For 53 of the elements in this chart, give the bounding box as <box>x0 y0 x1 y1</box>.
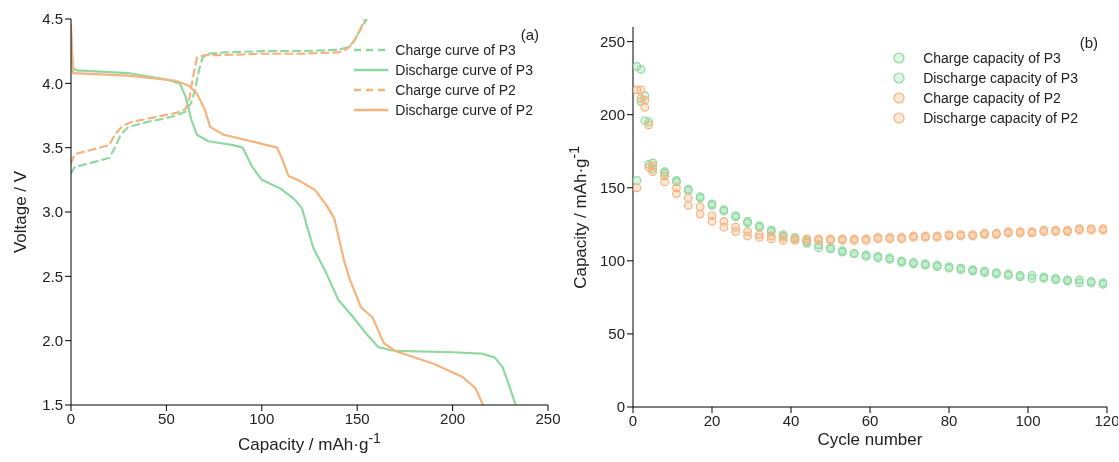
point <box>633 176 642 185</box>
y-tick-label: 4.5 <box>42 10 63 28</box>
x-tick-label: 20 <box>703 411 721 429</box>
y-tick-label: 0 <box>616 398 625 416</box>
point <box>695 209 705 219</box>
legend-label: Charge capacity of P2 <box>923 90 1061 106</box>
point <box>707 216 717 226</box>
y-tick-label: 200 <box>599 106 625 124</box>
x-tick-label: 40 <box>782 411 800 429</box>
legend-label: Discharge capacity of P2 <box>923 110 1078 126</box>
x-tick-label: 80 <box>940 411 958 429</box>
legend-label: Discharge curve of P3 <box>395 62 533 78</box>
x-tick-label: 200 <box>440 409 466 427</box>
annotation: (b) <box>1079 34 1098 51</box>
x-tick-label: 50 <box>158 409 175 427</box>
legend-label: Discharge capacity of P3 <box>923 70 1078 86</box>
point <box>633 85 642 95</box>
y-tick-label: 4.0 <box>42 74 63 92</box>
x-tick-label: 150 <box>344 409 370 427</box>
x-tick-label: 0 <box>66 409 76 427</box>
annotation: (a) <box>520 26 539 43</box>
x-tick-label: 250 <box>535 409 561 427</box>
x-axis-title: Cycle number <box>816 430 924 450</box>
y-axis-title: Voltage / V <box>11 170 31 254</box>
point <box>640 102 650 112</box>
point <box>660 177 669 187</box>
y-tick-label: 50 <box>608 325 625 343</box>
y-tick-label: 250 <box>599 32 625 50</box>
y-tick-label: 3.0 <box>42 203 63 221</box>
x-tick-label: 100 <box>1015 411 1041 429</box>
y-tick-label: 100 <box>599 252 625 270</box>
y-tick-label: 2.0 <box>42 331 63 349</box>
x-tick-label: 60 <box>861 411 879 429</box>
legend-label: Charge capacity of P3 <box>923 50 1061 66</box>
y-tick-label: 150 <box>599 179 625 197</box>
y-tick-label: 3.5 <box>42 138 63 156</box>
point <box>683 200 693 210</box>
point <box>633 62 642 71</box>
legend-label: Charge curve of P2 <box>395 82 516 98</box>
y-tick-label: 2.5 <box>42 267 63 285</box>
point <box>683 193 693 203</box>
point <box>633 183 642 193</box>
legend-label: Discharge curve of P2 <box>395 102 533 118</box>
x-axis-title: Capacity / mAh·g$^{-1}$ <box>237 430 382 455</box>
x-tick-label: 100 <box>249 409 275 427</box>
point <box>672 189 681 199</box>
x-tick-label: 0 <box>628 411 638 429</box>
point <box>731 227 741 237</box>
point <box>695 202 705 212</box>
legend-label: Charge curve of P3 <box>395 42 516 58</box>
point <box>719 222 729 232</box>
point <box>743 231 752 241</box>
y-tick-label: 1.5 <box>42 396 63 414</box>
